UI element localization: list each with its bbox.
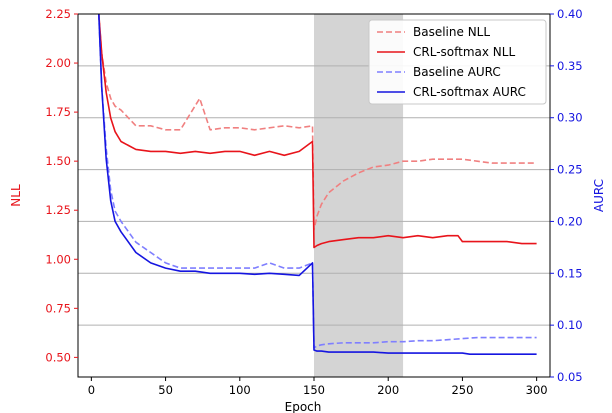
y-right-tick-label: 0.10 (557, 318, 583, 332)
x-tick-label: 150 (303, 383, 325, 397)
x-tick-label: 100 (229, 383, 251, 397)
x-tick-label: 250 (451, 383, 473, 397)
x-tick-label: 300 (526, 383, 548, 397)
x-tick-label: 200 (377, 383, 399, 397)
x-tick-label: 0 (88, 383, 95, 397)
y-right-tick-label: 0.05 (557, 370, 583, 384)
y-right-tick-label: 0.35 (557, 59, 583, 73)
y-axis-right: 0.05 0.10 0.15 0.20 0.25 0.30 0.35 0.40 (550, 7, 583, 384)
legend-label: Baseline NLL (413, 25, 490, 39)
y-right-tick-label: 0.40 (557, 7, 583, 21)
y-left-tick-label: 1.00 (45, 252, 71, 266)
y-left-tick-label: 1.25 (45, 203, 71, 217)
y-left-tick-label: 1.75 (45, 105, 71, 119)
legend-label: CRL-softmax AURC (413, 85, 526, 99)
x-axis: 0 50 100 150 200 250 300 (88, 377, 548, 397)
x-tick-label: 50 (158, 383, 173, 397)
y-right-tick-label: 0.30 (557, 111, 583, 125)
y-left-tick-label: 1.50 (45, 154, 71, 168)
y-right-tick-label: 0.20 (557, 214, 583, 228)
legend: Baseline NLL CRL-softmax NLL Baseline AURC… (369, 20, 546, 104)
y-right-tick-label: 0.15 (557, 266, 583, 280)
y-left-tick-label: 2.00 (45, 56, 71, 70)
legend-label: Baseline AURC (413, 65, 501, 79)
y-left-tick-label: 2.25 (45, 7, 71, 21)
y-left-tick-label: 0.75 (45, 301, 71, 315)
y-right-tick-label: 0.25 (557, 163, 583, 177)
y-axis-left-label: NLL (9, 184, 23, 207)
x-axis-label: Epoch (285, 400, 322, 413)
y-axis-left: 0.50 0.75 1.00 1.25 1.50 1.75 2.00 2.25 (45, 7, 78, 364)
legend-label: CRL-softmax NLL (413, 45, 515, 59)
y-left-tick-label: 0.50 (45, 350, 71, 364)
y-axis-right-label: AURC (592, 179, 606, 212)
